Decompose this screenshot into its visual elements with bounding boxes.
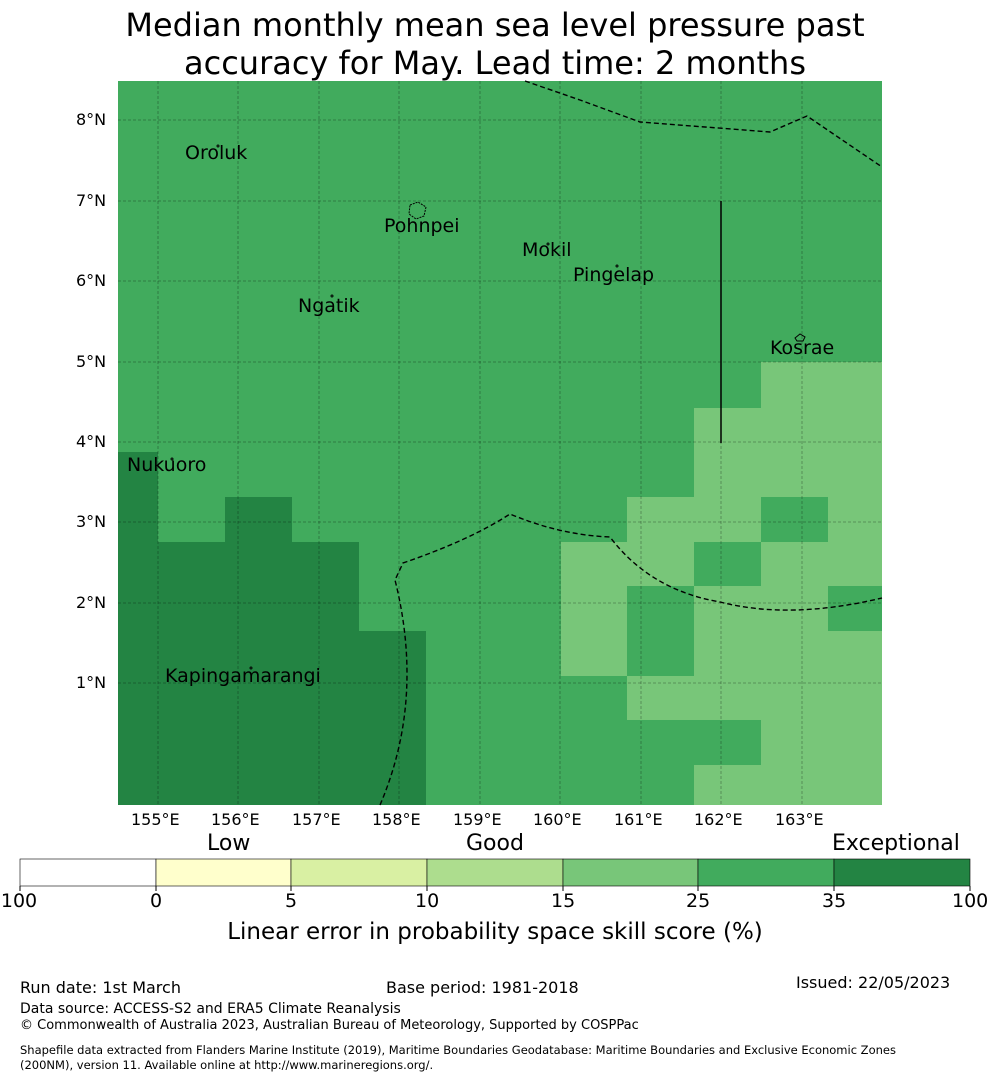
lon-tick: 156°E bbox=[211, 810, 260, 829]
colorbar-segment bbox=[155, 858, 292, 887]
colorbar-segment bbox=[426, 858, 564, 887]
place-kapingamarangi: Kapingamarangi bbox=[165, 665, 321, 687]
colorbar-tick: 100 bbox=[952, 890, 989, 912]
eez-boundaries bbox=[379, 80, 883, 806]
colorbar-tick: 35 bbox=[822, 890, 847, 912]
colorbar-tick: 15 bbox=[551, 890, 576, 912]
skill-grid bbox=[118, 81, 882, 805]
colorbar bbox=[19, 858, 971, 891]
data-source: Data source: ACCESS-S2 and ERA5 Climate … bbox=[20, 1001, 401, 1017]
nukuoro-island bbox=[170, 457, 174, 461]
lon-tick: 161°E bbox=[614, 810, 663, 829]
ngatik-island bbox=[330, 294, 334, 298]
lat-tick: 6°N bbox=[76, 271, 107, 290]
lat-tick: 1°N bbox=[76, 673, 107, 692]
colorbar-tick: -100 bbox=[0, 890, 38, 912]
run-date: Run date: 1st March bbox=[20, 978, 181, 997]
place-mokil: Mokil bbox=[522, 239, 572, 261]
place-oroluk: Oroluk bbox=[185, 142, 248, 164]
lon-tick: 160°E bbox=[533, 810, 582, 829]
grid-cell bbox=[158, 497, 225, 542]
lat-tick: 7°N bbox=[76, 191, 107, 210]
pingelap-island bbox=[615, 264, 619, 268]
colorbar-label: Linear error in probability space skill … bbox=[227, 919, 763, 945]
colorbar-segment bbox=[290, 858, 428, 887]
place-pohnpei: Pohnpei bbox=[384, 215, 460, 237]
base-period: Base period: 1981-2018 bbox=[386, 978, 579, 997]
shapefile-credit-line-1: Shapefile data extracted from Flanders M… bbox=[20, 1043, 896, 1057]
colorbar-segment bbox=[833, 858, 971, 887]
graticule bbox=[118, 81, 882, 805]
lon-tick: 158°E bbox=[372, 810, 421, 829]
colorbar-segment bbox=[697, 858, 835, 887]
category-good: Good bbox=[466, 831, 524, 856]
lat-tick: 8°N bbox=[76, 110, 107, 129]
lon-tick: 155°E bbox=[131, 810, 180, 829]
grid-cell bbox=[761, 497, 828, 542]
colorbar-tick: 0 bbox=[150, 890, 163, 912]
lon-tick: 157°E bbox=[292, 810, 341, 829]
lat-tick: 3°N bbox=[76, 512, 107, 531]
category-low: Low bbox=[207, 831, 251, 856]
map-title: Median monthly mean sea level pressure p… bbox=[0, 6, 990, 82]
grid-cell bbox=[828, 586, 882, 631]
grid-cell bbox=[561, 676, 627, 720]
colorbar-segment bbox=[19, 858, 157, 887]
grid-cell bbox=[694, 542, 761, 586]
lon-tick: 159°E bbox=[453, 810, 502, 829]
pohnpei-island bbox=[408, 201, 427, 220]
colorbar-tick: 5 bbox=[285, 890, 298, 912]
title-line-2: accuracy for May. Lead time: 2 months bbox=[183, 44, 806, 82]
issued-date: Issued: 22/05/2023 bbox=[796, 973, 951, 992]
kosrae-island bbox=[794, 333, 806, 342]
colorbar-tick: 10 bbox=[415, 890, 440, 912]
lon-tick: 162°E bbox=[694, 810, 743, 829]
lon-tick: 163°E bbox=[775, 810, 824, 829]
lat-tick: 2°N bbox=[76, 593, 107, 612]
title-line-1: Median monthly mean sea level pressure p… bbox=[125, 6, 865, 44]
copyright-notice: © Commonwealth of Australia 2023, Austra… bbox=[20, 1018, 639, 1033]
kapingamarangi-island bbox=[249, 666, 253, 670]
colorbar-segment bbox=[562, 858, 699, 887]
mokil-island bbox=[546, 242, 550, 246]
shapefile-credit-line-2: (200NM), version 11. Available online at… bbox=[20, 1058, 434, 1072]
colorbar-tick: 25 bbox=[686, 890, 711, 912]
grid-cell bbox=[627, 586, 694, 676]
oroluk-island bbox=[216, 144, 220, 148]
lat-tick: 5°N bbox=[76, 352, 107, 371]
category-exceptional: Exceptional bbox=[832, 831, 960, 856]
lat-tick: 4°N bbox=[76, 432, 107, 451]
island-outlines bbox=[170, 144, 806, 670]
place-kosrae: Kosrae bbox=[770, 337, 835, 359]
place-ngatik: Ngatik bbox=[298, 295, 360, 317]
place-nukuoro: Nukuoro bbox=[127, 454, 207, 476]
place-pingelap: Pingelap bbox=[573, 264, 655, 286]
